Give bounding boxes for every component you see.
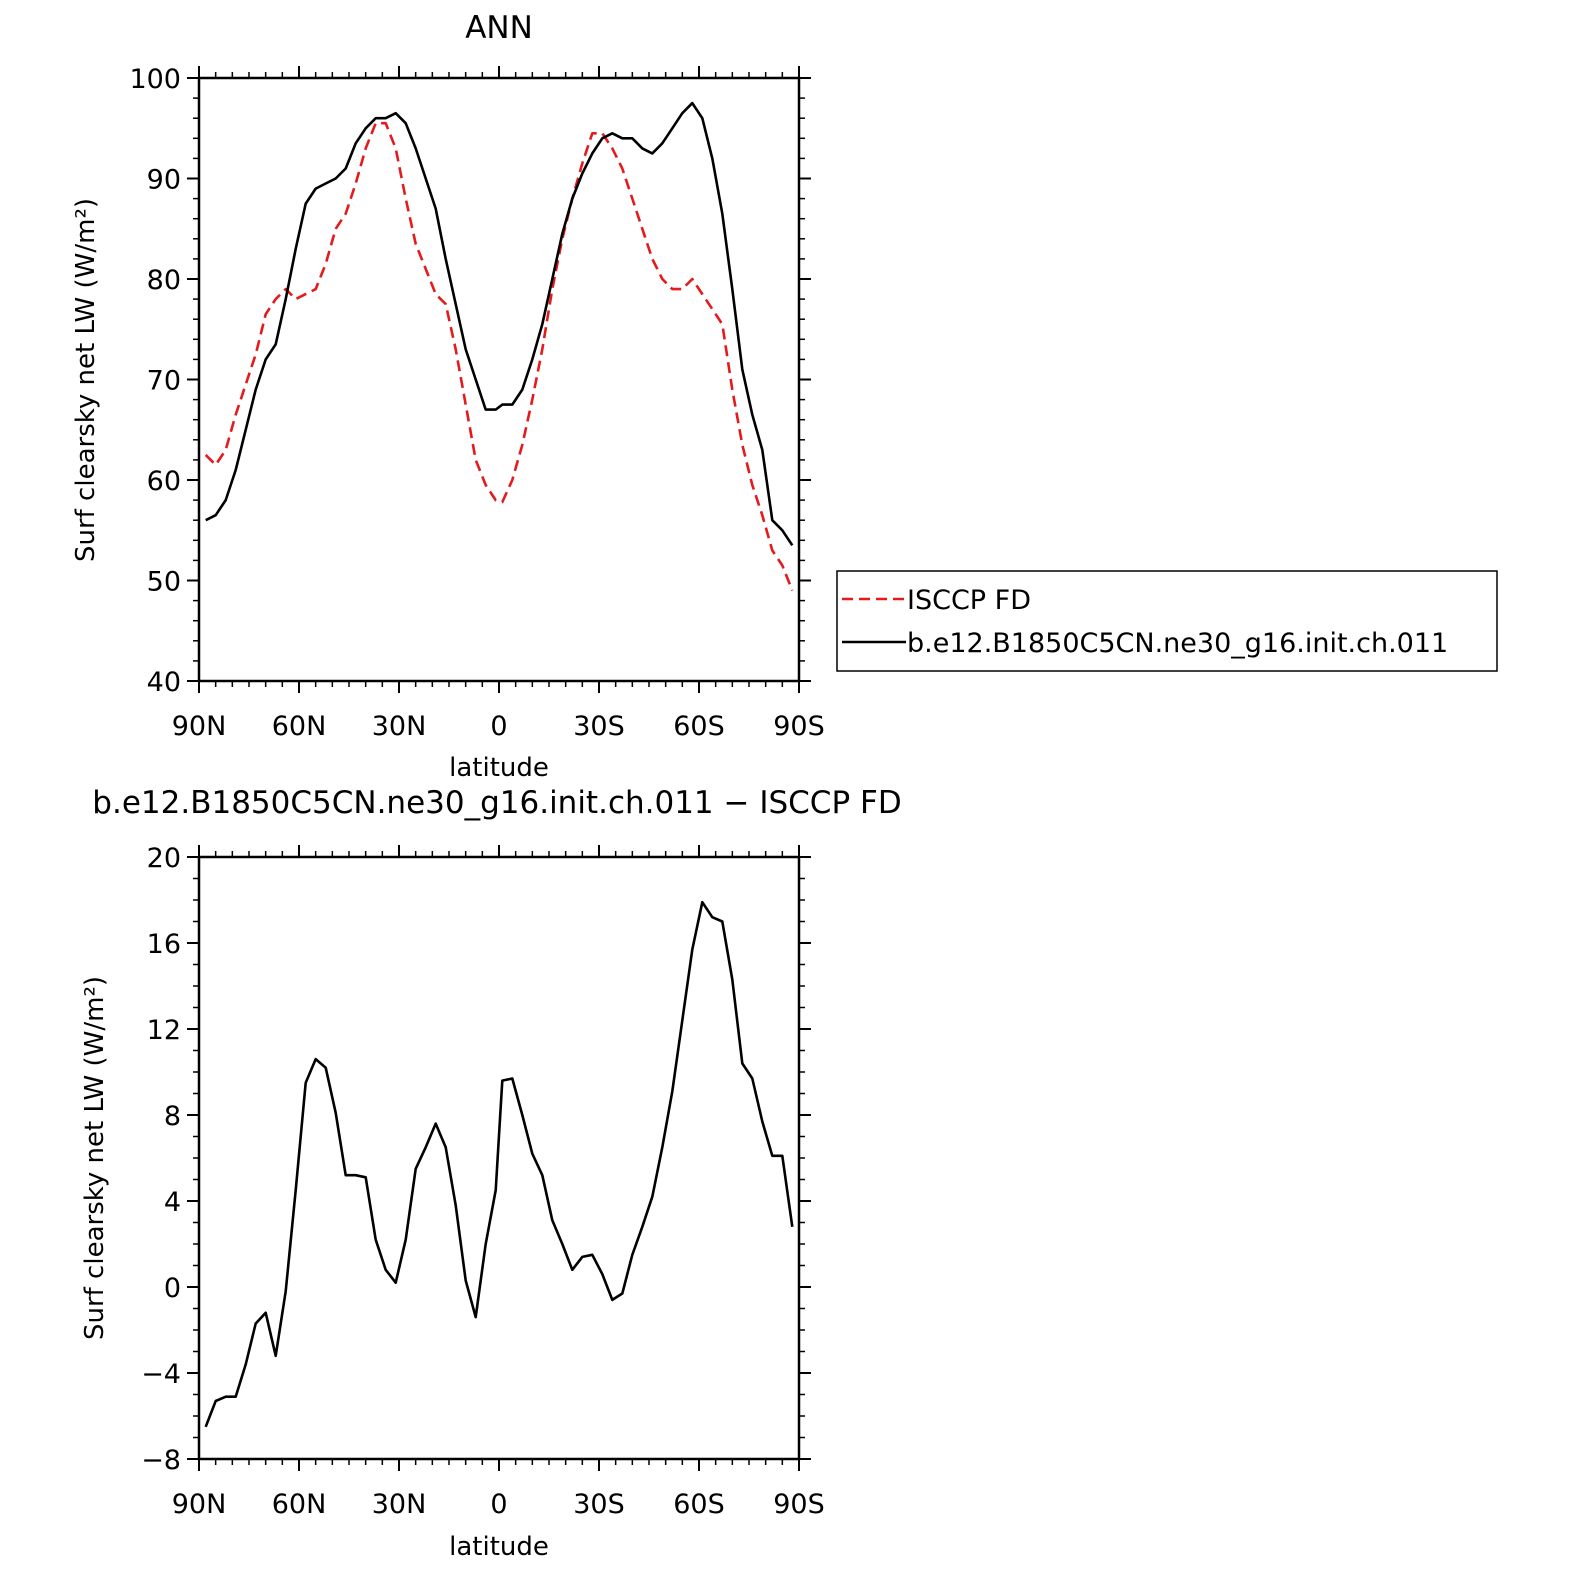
y-tick-label: 12 bbox=[147, 1015, 181, 1046]
series-line-0-0 bbox=[204, 121, 794, 591]
legend-label-isccp-fd: ISCCP FD bbox=[907, 585, 1031, 616]
y-tick-label: 8 bbox=[164, 1101, 181, 1132]
legend-label-model: b.e12.B1850C5CN.ne30_g16.init.ch.011 bbox=[907, 628, 1448, 659]
y-tick-label: 50 bbox=[147, 567, 181, 598]
y-tick-label: 20 bbox=[147, 843, 181, 874]
x-tick-label: 60S bbox=[673, 1489, 725, 1520]
x-tick-label: 60S bbox=[673, 711, 725, 742]
x-tick-label: 0 bbox=[490, 1489, 507, 1520]
x-tick-label: 30N bbox=[372, 1489, 427, 1520]
x-tick-label: 30S bbox=[573, 711, 625, 742]
y-tick-label: −4 bbox=[141, 1359, 181, 1390]
x-tick-label: 90S bbox=[773, 711, 825, 742]
x-tick-label: 60N bbox=[272, 711, 327, 742]
bottom-axis-ticks: 90N 60N 30N 0 30S 60S 90S −8 −4 0 4 8 12 16 20 bbox=[141, 843, 825, 1520]
bottom-plot-frame bbox=[197, 855, 801, 1461]
x-tick-label: 60N bbox=[272, 1489, 327, 1520]
top-series-group bbox=[204, 101, 794, 591]
bottom-x-axis-label: latitude bbox=[449, 1532, 549, 1562]
top-y-axis-label: Surf clearsky net LW (W/m²) bbox=[71, 198, 101, 562]
x-tick-label: 0 bbox=[490, 711, 507, 742]
series-line-1-0 bbox=[204, 900, 794, 1428]
x-tick-label: 90N bbox=[172, 1489, 227, 1520]
y-tick-label: 60 bbox=[147, 466, 181, 497]
legend-box bbox=[836, 570, 1498, 672]
x-tick-label: 90S bbox=[773, 1489, 825, 1520]
top-x-axis-label: latitude bbox=[449, 753, 549, 783]
top-axis-ticks: 90N 60N 30N 0 30S 60S 90S 40 50 60 70 80 90 100 bbox=[129, 64, 824, 742]
bottom-y-axis-label: Surf clearsky net LW (W/m²) bbox=[80, 976, 110, 1340]
y-tick-label: 16 bbox=[147, 929, 181, 960]
bottom-series-group bbox=[204, 900, 794, 1428]
y-tick-label: 4 bbox=[164, 1187, 181, 1218]
x-tick-label: 30S bbox=[573, 1489, 625, 1520]
y-tick-label: 100 bbox=[129, 64, 181, 95]
series-line-0-1 bbox=[205, 101, 794, 547]
bottom-chart-title: b.e12.B1850C5CN.ne30_g16.init.ch.011 − I… bbox=[92, 785, 901, 821]
y-tick-label: −8 bbox=[141, 1445, 181, 1476]
y-tick-label: 80 bbox=[147, 265, 181, 296]
x-tick-label: 90N bbox=[172, 711, 227, 742]
y-tick-label: 70 bbox=[147, 366, 181, 397]
y-tick-label: 90 bbox=[147, 165, 181, 196]
y-tick-label: 0 bbox=[164, 1273, 181, 1304]
bottom-panel: b.e12.B1850C5CN.ne30_g16.init.ch.011 − I… bbox=[80, 785, 902, 1562]
top-plot-frame bbox=[197, 76, 801, 683]
legend: ISCCP FD b.e12.B1850C5CN.ne30_g16.init.c… bbox=[836, 570, 1498, 672]
y-tick-label: 40 bbox=[147, 667, 181, 698]
top-panel: ANN 90N 60N 30N 0 30S 60S 90S 40 50 60 70 80 90 100 l… bbox=[71, 10, 825, 783]
top-chart-title: ANN bbox=[465, 10, 533, 46]
x-tick-label: 30N bbox=[372, 711, 427, 742]
